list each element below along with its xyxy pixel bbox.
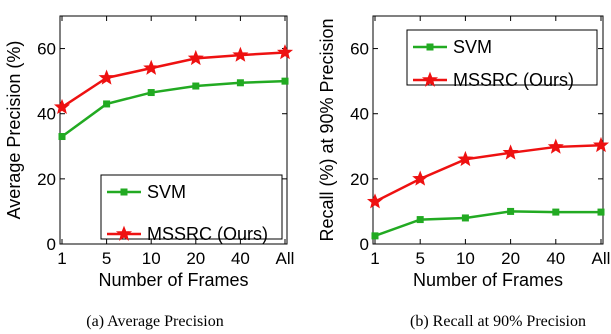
x-axis-label: Number of Frames xyxy=(413,270,563,290)
data-point xyxy=(371,232,379,240)
data-point xyxy=(547,138,564,154)
series-mssrc xyxy=(53,44,294,115)
x-tick-label: All xyxy=(592,249,611,268)
data-point xyxy=(103,100,111,108)
data-point xyxy=(412,170,429,186)
legend-label: MSSRC (Ours) xyxy=(147,224,268,244)
data-point xyxy=(592,136,610,153)
data-point xyxy=(98,69,115,85)
data-point xyxy=(147,89,155,97)
chart-b: 0 20 40 60 1 5 10 20 40 All Number of Frames Recall… xyxy=(317,15,611,330)
y-tick-label: 20 xyxy=(350,170,369,189)
series-line xyxy=(374,144,602,203)
legend: SVM MSSRC (Ours) xyxy=(100,174,283,244)
data-point xyxy=(58,133,66,141)
y-tick-label: 0 xyxy=(360,235,369,254)
data-point xyxy=(507,207,515,215)
chart-a: 0 20 40 60 1 5 10 20 40 All Number of Frames Averag… xyxy=(4,15,295,330)
x-tick-label: All xyxy=(276,249,295,268)
data-point xyxy=(461,214,469,222)
x-tick-label: 40 xyxy=(546,249,565,268)
figure-caption: (a) Average Precision xyxy=(86,313,223,330)
series-line xyxy=(61,51,286,109)
data-point xyxy=(281,77,289,85)
plot-frame xyxy=(59,15,288,245)
y-tick-label: 60 xyxy=(37,40,56,59)
legend-box xyxy=(100,174,283,240)
series-svm xyxy=(371,207,605,240)
x-tick-label: 5 xyxy=(415,249,424,268)
data-point xyxy=(552,208,560,216)
data-point xyxy=(457,150,474,167)
data-point xyxy=(187,49,204,66)
x-axis-label: Number of Frames xyxy=(98,270,248,290)
x-tick-label: 5 xyxy=(102,249,111,268)
y-tick-label: 60 xyxy=(350,40,369,59)
y-tick-label: 0 xyxy=(47,235,56,254)
data-point xyxy=(502,144,519,160)
legend-marker xyxy=(421,71,439,87)
data-point xyxy=(416,216,424,224)
x-tick-label: 40 xyxy=(231,249,250,268)
x-tick-label: 10 xyxy=(456,249,475,268)
y-tick-label: 40 xyxy=(350,105,369,124)
data-point xyxy=(366,193,384,209)
data-point xyxy=(236,79,244,87)
y-tick-label: 40 xyxy=(37,105,56,124)
legend-label: MSSRC (Ours) xyxy=(453,70,574,90)
y-axis-label: Recall (%) at 90% Precision xyxy=(317,18,337,241)
legend-marker xyxy=(120,188,128,196)
x-tick-label: 1 xyxy=(57,249,66,268)
x-tick-label: 20 xyxy=(501,249,520,268)
legend-box xyxy=(406,29,598,86)
data-point xyxy=(143,59,160,75)
y-axis-label: Average Precision (%) xyxy=(4,41,24,220)
data-point xyxy=(53,98,71,115)
data-point xyxy=(232,46,249,62)
legend-label: SVM xyxy=(453,37,492,57)
figure-caption: (b) Recall at 90% Precision xyxy=(410,313,586,330)
series-line xyxy=(61,79,286,138)
legend: SVM MSSRC (Ours) xyxy=(406,29,598,90)
data-point xyxy=(597,208,605,216)
x-tick-label: 20 xyxy=(186,249,205,268)
x-tick-label: 1 xyxy=(370,249,379,268)
y-tick-label: 20 xyxy=(37,170,56,189)
plot-frame xyxy=(372,15,604,245)
legend-marker xyxy=(115,225,133,241)
x-tick-label: 10 xyxy=(142,249,161,268)
legend-label: SVM xyxy=(147,182,186,202)
data-point xyxy=(192,82,200,90)
legend-marker xyxy=(426,43,434,51)
series-svm xyxy=(58,77,289,141)
series-mssrc xyxy=(366,136,610,209)
data-point xyxy=(276,44,294,60)
series-line xyxy=(374,210,601,238)
